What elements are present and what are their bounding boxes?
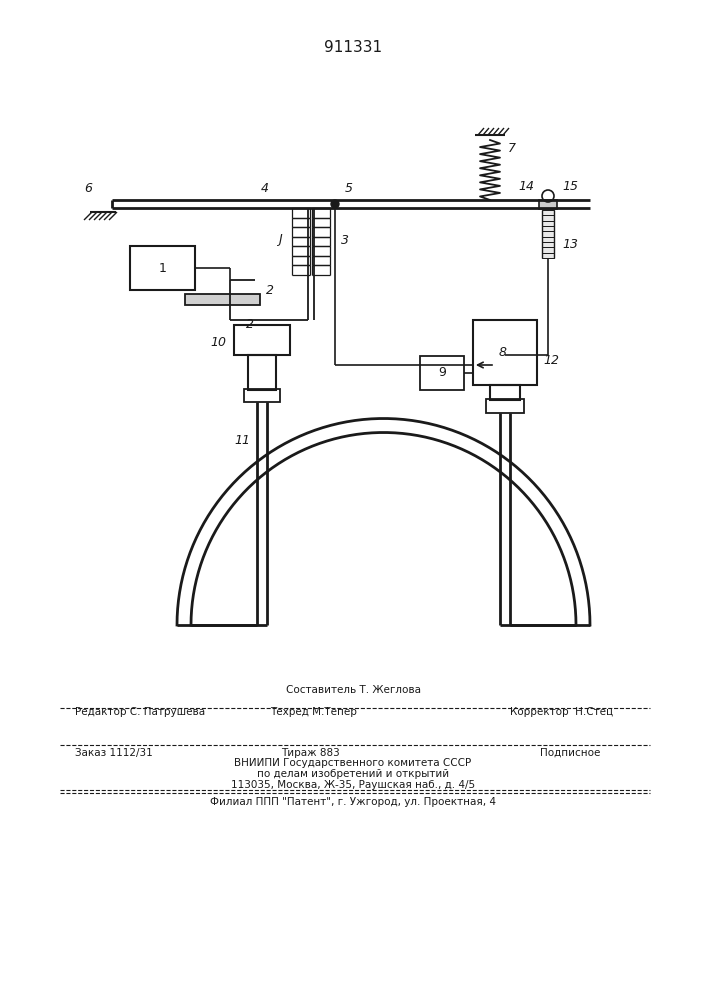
Text: Корректор  Н.Стец: Корректор Н.Стец (510, 707, 613, 717)
Bar (542, 247, 554, 253)
Bar (539, 200, 557, 209)
Text: 2: 2 (266, 284, 274, 296)
Text: 12: 12 (543, 354, 559, 366)
Text: 3: 3 (341, 233, 349, 246)
Text: 9: 9 (438, 366, 446, 379)
Circle shape (331, 200, 339, 208)
Text: Техред М.Тепер: Техред М.Тепер (270, 707, 357, 717)
Bar (248, 355, 276, 390)
Text: Составитель Т. Жеглова: Составитель Т. Жеглова (286, 685, 421, 695)
Text: Филиал ППП "Патент", г. Ужгород, ул. Проектная, 4: Филиал ППП "Патент", г. Ужгород, ул. Про… (210, 797, 496, 807)
Bar (542, 242, 554, 247)
Bar (244, 389, 280, 402)
Text: Тираж 883: Тираж 883 (281, 748, 339, 758)
Text: Заказ 1112/31: Заказ 1112/31 (75, 748, 153, 758)
Bar (542, 226, 554, 231)
Text: 5: 5 (345, 182, 353, 194)
Text: 14: 14 (518, 180, 534, 192)
Bar (130, 246, 195, 290)
Text: Редактор С. Патрушева: Редактор С. Патрушева (75, 707, 205, 717)
Bar (486, 399, 524, 413)
Text: 15: 15 (562, 180, 578, 192)
Text: ВНИИПИ Государственного комитета СССР: ВНИИПИ Государственного комитета СССР (235, 758, 472, 768)
Text: Подписное: Подписное (540, 748, 600, 758)
Bar (420, 356, 464, 390)
Bar (542, 210, 554, 215)
Text: 7: 7 (508, 141, 516, 154)
Bar (542, 237, 554, 242)
Text: 8: 8 (499, 347, 507, 360)
Bar (473, 320, 537, 385)
Bar (542, 231, 554, 237)
Text: J: J (278, 233, 282, 246)
Text: 4: 4 (261, 182, 269, 194)
Bar (542, 215, 554, 221)
Bar (234, 325, 290, 355)
Text: 11: 11 (234, 434, 250, 446)
Text: 10: 10 (210, 336, 226, 349)
Bar (490, 385, 520, 400)
Text: 113035, Москва, Ж-35, Раушская наб., д. 4/5: 113035, Москва, Ж-35, Раушская наб., д. … (231, 780, 475, 790)
Text: по делам изобретений и открытий: по делам изобретений и открытий (257, 769, 449, 779)
Text: 1: 1 (159, 261, 167, 274)
Bar (542, 221, 554, 226)
Text: 911331: 911331 (324, 40, 382, 55)
Text: 13: 13 (562, 238, 578, 251)
Bar (542, 253, 554, 258)
Bar (185, 294, 260, 305)
Text: 2: 2 (246, 318, 254, 332)
Text: 6: 6 (84, 182, 92, 194)
